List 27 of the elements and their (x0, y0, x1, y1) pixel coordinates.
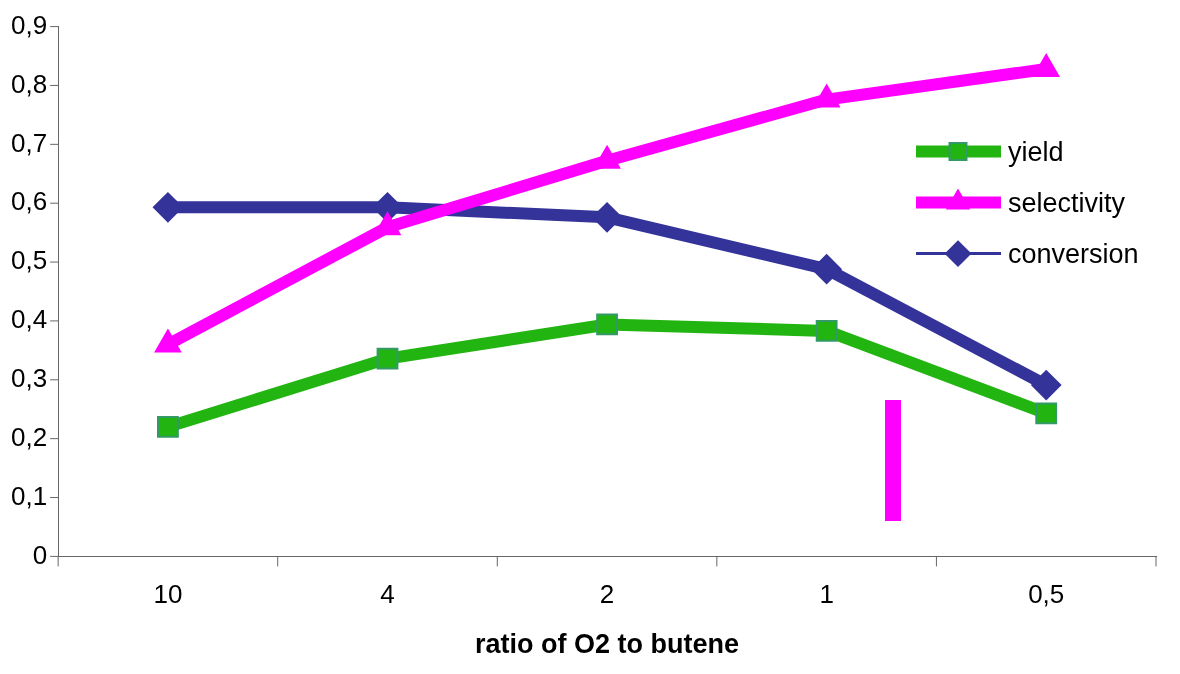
y-tick-label: 0,4 (10, 304, 48, 335)
y-tick-label: 0,1 (10, 480, 48, 511)
y-tick-label: 0,7 (10, 127, 48, 158)
x-tick-label: 1 (819, 579, 834, 610)
point (1033, 53, 1060, 77)
y-tick-label: 0,8 (10, 68, 48, 99)
y-tick-label: 0,2 (10, 421, 48, 452)
y-tick-label: 0,9 (10, 9, 48, 40)
legend-label: selectivity (1008, 188, 1126, 219)
y-tick-label: 0 (32, 539, 48, 570)
x-tick-label: 4 (380, 579, 395, 610)
y-tick-label: 0,6 (10, 186, 48, 217)
point (596, 313, 618, 336)
point (1035, 402, 1058, 425)
point (815, 320, 838, 342)
y-tick-label: 0,5 (10, 245, 48, 276)
point (157, 415, 179, 438)
legend-label: yield (1008, 137, 1064, 168)
x-tick-label: 10 (153, 579, 183, 610)
x-tick-label: 2 (599, 579, 615, 610)
x-axis-title: ratio of O2 to butene (475, 629, 740, 660)
y-tick-label: 0,3 (10, 362, 48, 393)
point (376, 347, 399, 370)
x-tick-label: 0,5 (1028, 579, 1065, 610)
legend-label: conversion (1008, 239, 1139, 270)
point (1031, 370, 1062, 401)
point (811, 254, 842, 285)
